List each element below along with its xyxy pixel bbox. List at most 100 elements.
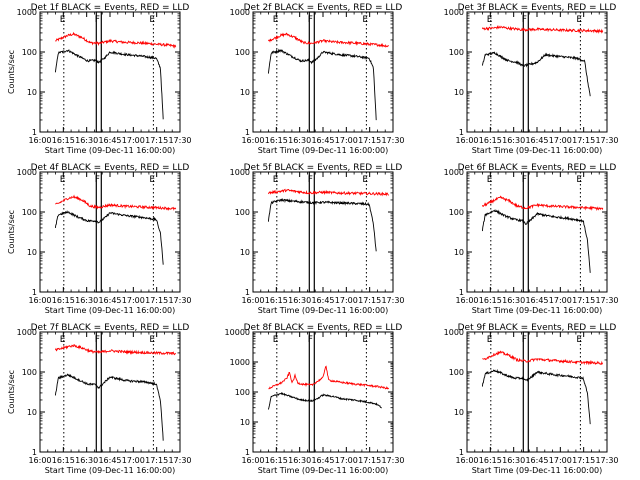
y-tick-label: 1000 xyxy=(17,8,37,17)
x-tick-label: 17:00 xyxy=(549,456,572,465)
x-tick-label: 17:15 xyxy=(358,296,381,305)
y-axis-label: Counts/sec xyxy=(7,370,16,414)
marker-label: F xyxy=(308,175,313,185)
y-tick-label: 10 xyxy=(240,248,250,257)
x-tick-label: 16:15 xyxy=(479,456,502,465)
marker-label: F xyxy=(522,175,527,185)
x-tick-label: 16:00 xyxy=(28,136,51,145)
flare-marker-box xyxy=(95,331,102,453)
panel-title: Det 9f BLACK = Events, RED = LLD xyxy=(458,323,617,333)
flare-marker-box xyxy=(522,331,529,453)
x-tick-label: 17:15 xyxy=(358,456,381,465)
plot-frame xyxy=(252,171,394,293)
lld-series-line xyxy=(481,195,604,211)
x-tick-label: 16:45 xyxy=(525,456,548,465)
x-tick-label: 17:00 xyxy=(122,296,145,305)
y-tick-label: 1 xyxy=(32,448,37,457)
plot-frame xyxy=(466,331,608,453)
x-tick-label: 16:45 xyxy=(525,136,548,145)
y-tick-label: 100 xyxy=(449,208,464,217)
panel-det-6: Det 6f BLACK = Events, RED = LLD 1 10 100 10… xyxy=(444,163,619,315)
lld-series-line xyxy=(55,194,177,211)
panel-det-2: Det 2f BLACK = Events, RED = LLD 1 10 100 10… xyxy=(230,3,405,155)
y-tick-label: 100 xyxy=(235,208,250,217)
panel-det-8: Det 8f BLACK = Events, RED = LLD 1 10 100 10… xyxy=(225,323,405,475)
x-axis-label: Start Time (09-Dec-11 16:00:00) xyxy=(45,306,176,315)
events-series-line xyxy=(54,49,164,120)
plot-frame xyxy=(39,11,181,133)
panel-title: Det 8f BLACK = Events, RED = LLD xyxy=(244,323,403,333)
y-tick-label: 1 xyxy=(32,128,37,137)
x-tick-label: 17:30 xyxy=(381,456,404,465)
x-tick-label: 17:30 xyxy=(595,296,618,305)
x-tick-label: 16:45 xyxy=(311,296,334,305)
events-series-line xyxy=(267,391,382,410)
lld-series-line xyxy=(268,365,390,390)
x-tick-label: 17:15 xyxy=(145,136,168,145)
x-tick-label: 16:45 xyxy=(98,456,121,465)
y-tick-label: 1 xyxy=(459,128,464,137)
y-tick-label: 1000 xyxy=(230,168,250,177)
plot-frame xyxy=(252,331,394,453)
marker-label: E xyxy=(576,15,582,25)
x-tick-label: 16:00 xyxy=(455,136,478,145)
x-tick-label: 17:15 xyxy=(572,456,595,465)
x-tick-label: 16:00 xyxy=(241,136,264,145)
y-tick-label: 10 xyxy=(27,88,37,97)
x-tick-label: 16:00 xyxy=(455,296,478,305)
y-tick-label: 1000 xyxy=(444,168,464,177)
x-tick-label: 17:00 xyxy=(335,456,358,465)
x-tick-label: 17:15 xyxy=(572,136,595,145)
x-tick-label: 16:15 xyxy=(52,136,75,145)
x-tick-label: 16:00 xyxy=(241,296,264,305)
lld-series-line xyxy=(268,32,390,48)
events-series-line xyxy=(267,48,377,121)
x-tick-label: 16:15 xyxy=(265,296,288,305)
y-tick-label: 1000 xyxy=(17,168,37,177)
flare-marker-box xyxy=(308,11,315,133)
y-tick-label: 1000 xyxy=(444,328,464,337)
events-series-line xyxy=(481,368,591,425)
x-tick-label: 16:00 xyxy=(455,456,478,465)
marker-label: E xyxy=(149,335,155,345)
events-series-line xyxy=(267,197,377,252)
x-axis-label: Start Time (09-Dec-11 16:00:00) xyxy=(258,146,389,155)
flare-marker-box xyxy=(308,171,315,293)
y-tick-label: 1 xyxy=(245,288,250,297)
x-tick-label: 16:15 xyxy=(479,296,502,305)
x-tick-label: 17:30 xyxy=(381,296,404,305)
x-tick-label: 16:30 xyxy=(502,296,525,305)
y-axis-label: Counts/sec xyxy=(7,210,16,254)
panel-title: Det 1f BLACK = Events, RED = LLD xyxy=(31,3,190,13)
y-tick-label: 1000 xyxy=(230,358,250,367)
flare-marker-box xyxy=(95,171,102,293)
x-tick-label: 16:30 xyxy=(75,296,98,305)
y-tick-label: 100 xyxy=(235,48,250,57)
marker-label: E xyxy=(576,335,582,345)
x-tick-label: 16:30 xyxy=(288,136,311,145)
y-tick-label: 100 xyxy=(449,48,464,57)
flare-marker-box xyxy=(95,11,102,133)
y-tick-label: 100 xyxy=(22,48,37,57)
y-tick-label: 10 xyxy=(27,248,37,257)
marker-label: E xyxy=(149,15,155,25)
x-tick-label: 16:45 xyxy=(311,456,334,465)
lld-series-line xyxy=(482,350,604,366)
lld-series-line xyxy=(267,188,390,197)
marker-label: E xyxy=(576,175,582,185)
panel-title: Det 7f BLACK = Events, RED = LLD xyxy=(31,323,190,333)
lld-series-line xyxy=(55,31,177,49)
x-axis-label: Start Time (09-Dec-11 16:00:00) xyxy=(45,146,176,155)
events-series-line xyxy=(54,210,164,265)
panel-det-5: Det 5f BLACK = Events, RED = LLD 1 10 100 10… xyxy=(230,163,405,315)
x-tick-label: 17:30 xyxy=(168,456,191,465)
lld-series-line xyxy=(54,344,176,356)
x-tick-label: 17:30 xyxy=(168,296,191,305)
flare-marker-box xyxy=(522,11,529,133)
marker-label: E xyxy=(60,15,66,25)
x-tick-label: 16:30 xyxy=(288,296,311,305)
marker-label: F xyxy=(308,335,313,345)
x-tick-label: 17:30 xyxy=(595,456,618,465)
marker-label: F xyxy=(522,335,527,345)
marker-label: E xyxy=(362,335,368,345)
